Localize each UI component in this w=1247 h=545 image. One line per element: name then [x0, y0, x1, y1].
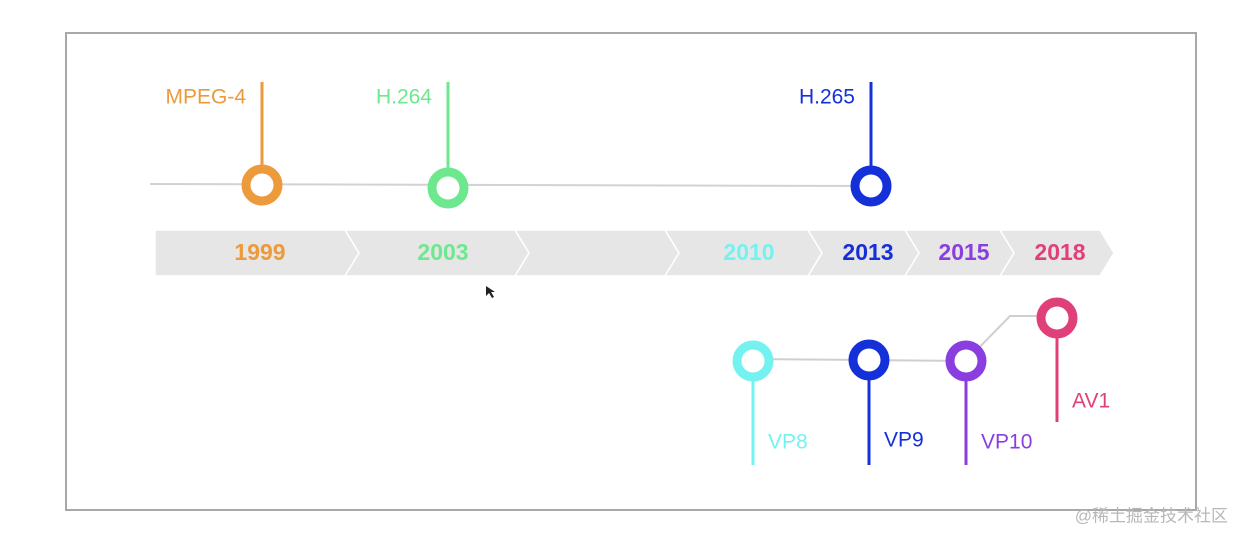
year-label: 2003	[417, 239, 468, 265]
node	[241, 164, 283, 206]
node	[427, 167, 469, 209]
codec-label: VP9	[884, 429, 924, 452]
arrow-segment	[998, 229, 1115, 277]
codec-label: AV1	[1072, 390, 1110, 413]
node	[1036, 297, 1078, 339]
node	[848, 339, 890, 381]
year-label: 1999	[234, 239, 285, 265]
node	[945, 340, 987, 382]
codec-label: H.265	[799, 86, 855, 109]
node	[850, 165, 892, 207]
watermark: @稀土掘金技术社区	[1075, 506, 1228, 525]
codec-label: H.264	[376, 86, 432, 109]
node	[732, 340, 774, 382]
year-label: 2010	[723, 239, 774, 265]
year-label: 2015	[938, 239, 989, 265]
cursor	[486, 286, 495, 298]
codec-label: VP8	[768, 431, 808, 454]
codec-label: MPEG-4	[165, 86, 246, 109]
year-label: 2018	[1034, 239, 1085, 265]
year-label: 2013	[842, 239, 893, 265]
arrow-segment	[513, 229, 680, 277]
codec-label: VP10	[981, 431, 1032, 454]
